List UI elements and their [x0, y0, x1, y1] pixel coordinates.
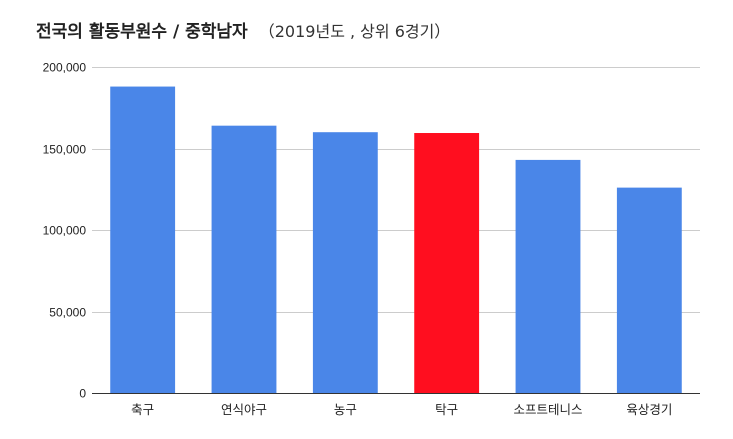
bar-2	[312, 132, 378, 393]
bar-4	[515, 159, 581, 393]
y-tick-label: 150,000	[43, 143, 87, 157]
bar-5	[616, 187, 682, 393]
x-category-label: 축구	[131, 402, 154, 417]
bars	[110, 86, 682, 394]
y-tick-label: 100,000	[43, 224, 87, 238]
x-category-label: 소프트테니스	[513, 402, 582, 417]
chart-title: 전국의 활동부원수 / 중학남자 （2019년도 , 상위 6경기）	[36, 21, 450, 42]
bar-0	[110, 86, 176, 393]
y-tick-label: 0	[79, 387, 86, 401]
chart-subtitle: （2019년도 , 상위 6경기）	[259, 22, 451, 41]
y-tick-label: 50,000	[49, 306, 86, 320]
y-axis-tick-labels: 0 50,000 100,000 150,000 200,000	[43, 61, 87, 401]
bar-3	[414, 133, 480, 393]
x-category-label: 탁구	[435, 402, 458, 417]
gridlines	[92, 67, 700, 394]
chart-title-main: 전국의 활동부원수 / 중학남자	[36, 21, 248, 42]
x-category-label: 육상경기	[626, 402, 672, 417]
bar-1	[211, 125, 277, 394]
y-tick-label: 200,000	[43, 61, 87, 75]
x-category-label: 연식야구	[221, 402, 267, 417]
x-axis-category-labels: 축구 연식야구 농구 탁구 소프트테니스 육상경기	[131, 402, 672, 417]
x-category-label: 농구	[334, 402, 357, 417]
